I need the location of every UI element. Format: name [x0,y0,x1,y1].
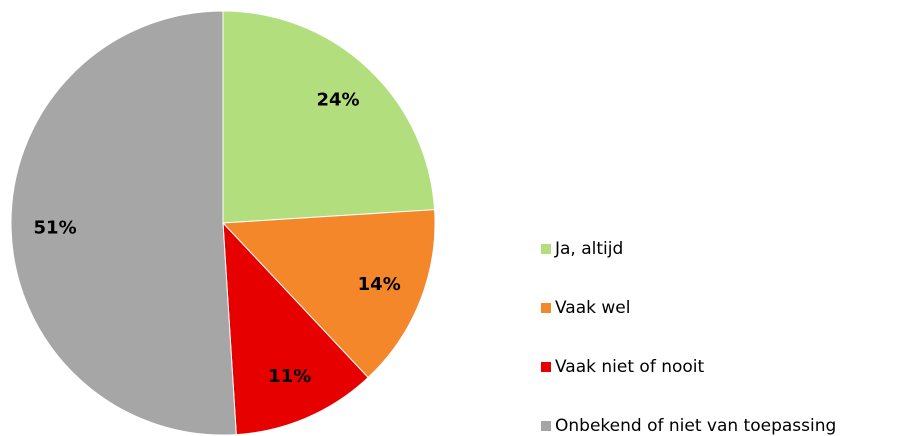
data-label: 14% [358,274,401,295]
pie-slice [10,10,237,436]
pie-slice [221,209,436,379]
pie-slice [222,10,436,224]
legend-swatch [541,303,551,313]
legend-swatch [541,421,551,431]
legend-label: Ja, altijd [554,239,623,259]
legend-label: Vaak niet of nooit [555,357,705,377]
legend-swatch [541,244,551,254]
data-label: 51% [34,217,77,238]
legend-label: Onbekend of niet van toepassing [555,416,836,436]
data-label: 11% [268,366,311,387]
data-label: 24% [316,90,359,111]
legend-swatch [541,362,551,372]
pie-slice [222,221,369,436]
legend-label: Vaak wel [555,298,630,318]
